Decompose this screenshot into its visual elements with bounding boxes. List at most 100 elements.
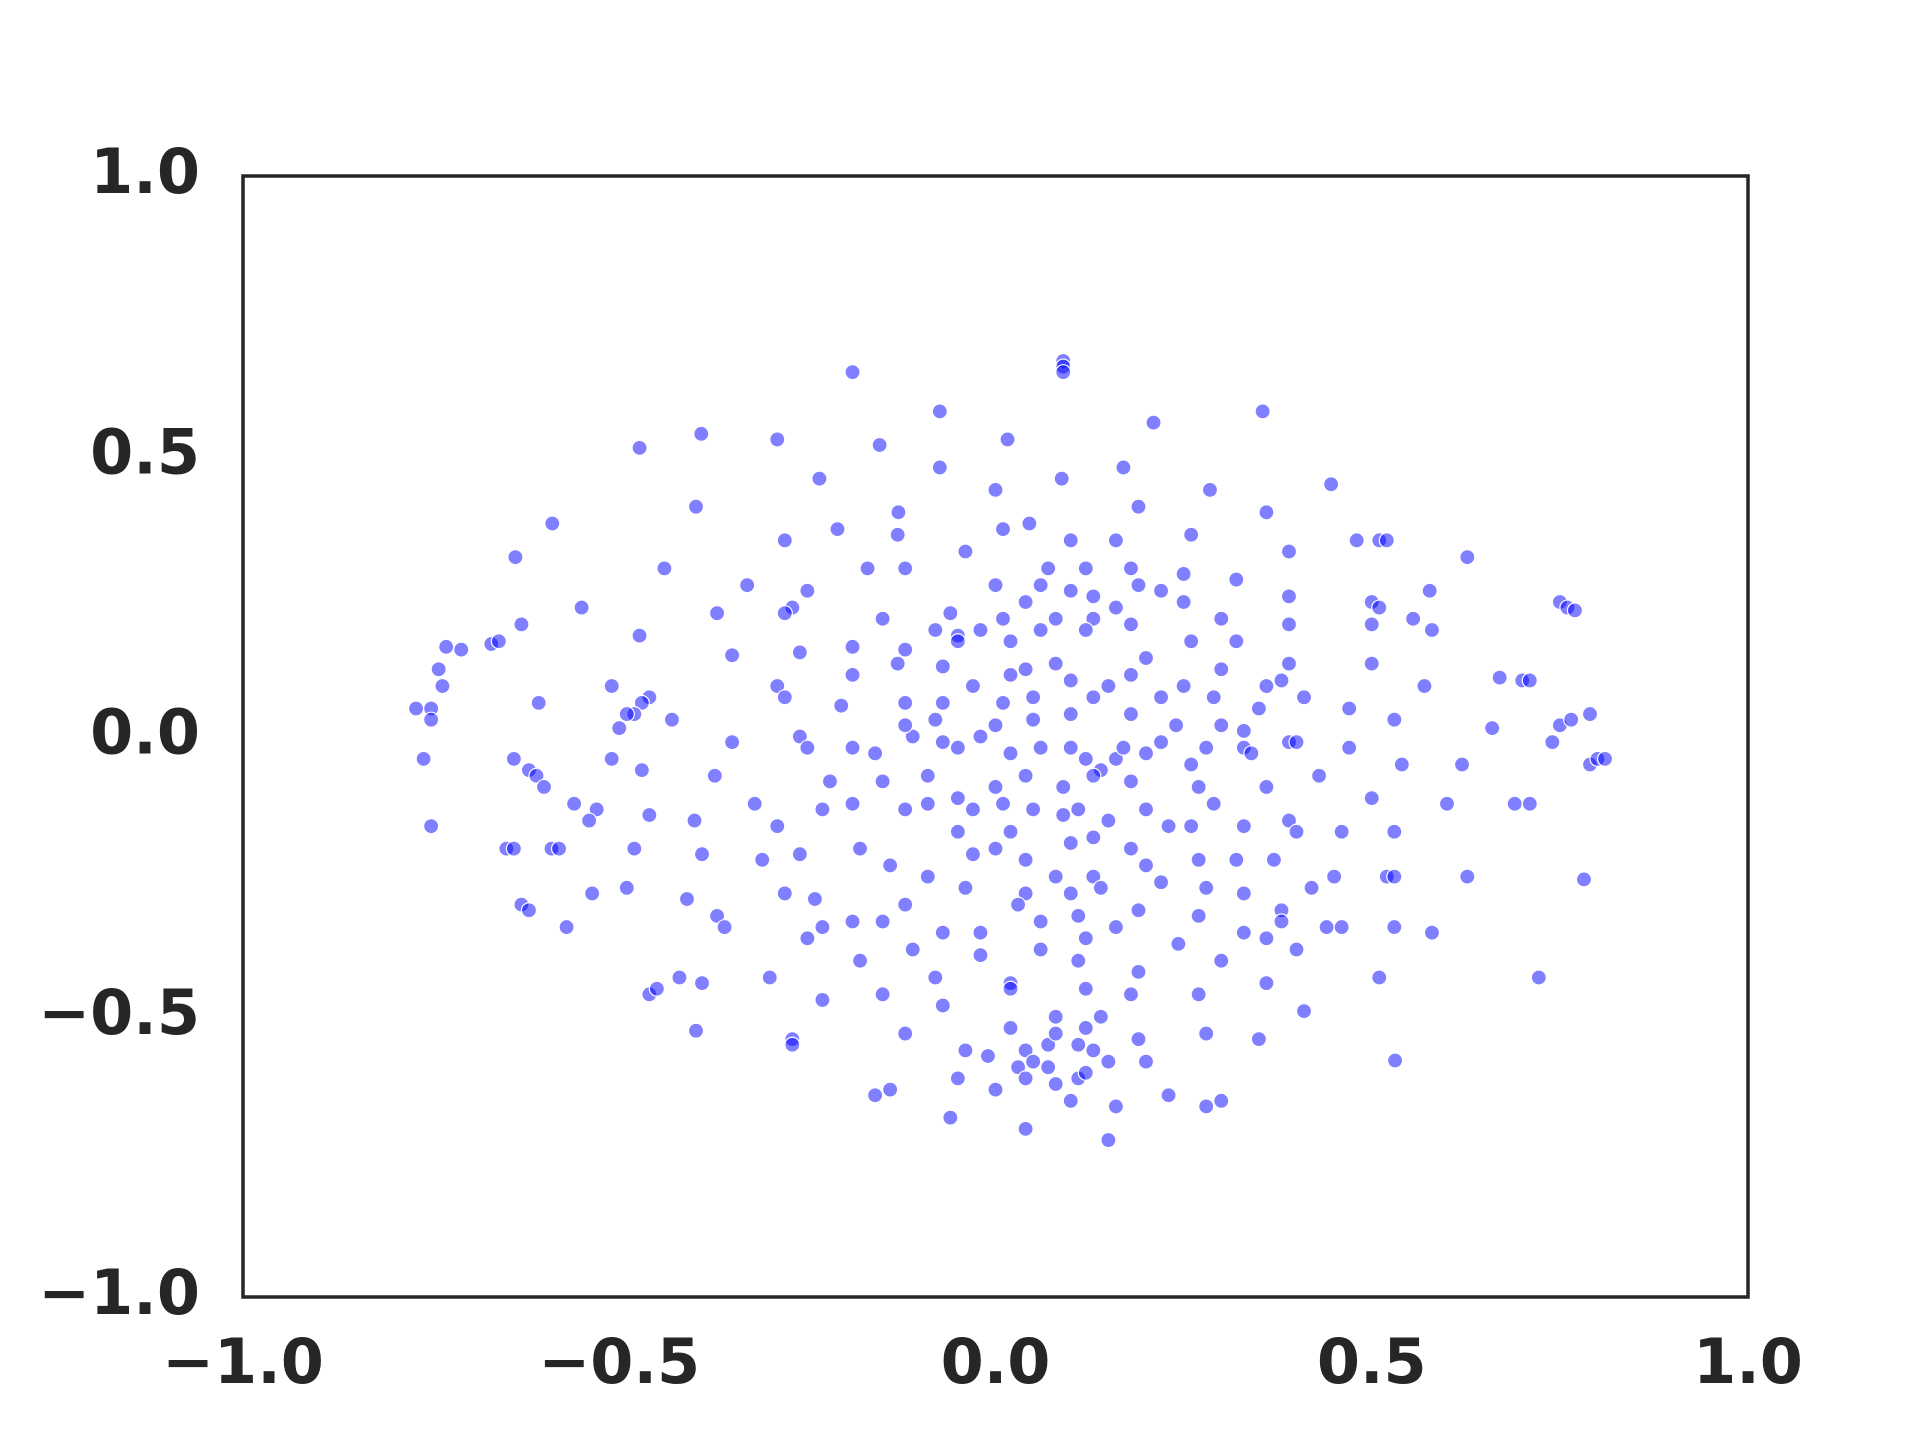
point [1421,582,1438,599]
point [1228,633,1245,650]
point [1213,952,1230,969]
point [633,694,650,711]
point [987,1081,1004,1098]
point [1521,672,1538,689]
point [520,902,538,919]
point [1333,918,1350,936]
point [1213,661,1230,678]
point [1190,851,1207,868]
point [987,778,1004,796]
y-tick-label: 0.5 [90,415,200,488]
point [430,661,447,678]
point [1055,364,1072,381]
x-tick-label: 1.0 [1693,1325,1803,1398]
point [1017,885,1034,902]
point [1085,868,1102,885]
point [1115,459,1132,476]
point [656,560,673,577]
point [1183,818,1200,835]
y-tick-label: −1.0 [38,1256,200,1329]
point [957,543,974,560]
point [1280,655,1298,672]
point [1288,823,1305,840]
point [1062,582,1079,599]
point [1077,930,1094,947]
point [1062,834,1079,852]
point [1122,773,1140,790]
point [663,711,681,728]
point [631,439,648,456]
point [1198,1025,1215,1042]
point [1213,610,1230,627]
point [686,812,703,829]
point [1386,823,1403,840]
point [1544,734,1561,751]
point [1190,778,1207,796]
point [1183,633,1200,650]
point [1070,1036,1087,1053]
point [1459,549,1476,566]
point [1130,902,1147,919]
point [581,812,598,829]
point [949,790,966,807]
point [972,924,989,941]
point [1310,767,1328,784]
point [791,644,808,661]
point [979,1047,997,1065]
point [1047,610,1064,627]
point [1107,532,1125,549]
point [1070,907,1087,924]
point [1107,750,1125,768]
point [631,627,648,644]
point [1137,649,1155,667]
point [874,610,891,627]
point [1055,778,1072,796]
point [1596,750,1614,768]
point [1250,1031,1267,1048]
point [1107,599,1125,616]
point [618,705,635,723]
point [1017,661,1034,678]
point [814,918,831,936]
point [1273,913,1290,930]
point [678,890,696,908]
point [1122,616,1140,633]
point [1002,823,1019,840]
point [505,840,523,857]
point [964,846,982,863]
point [528,767,545,784]
point [1484,719,1501,737]
point [1581,705,1599,723]
plot-area [243,176,1748,1297]
point [1183,756,1200,773]
point [1002,745,1019,762]
point [1167,717,1185,734]
point [1085,610,1102,627]
point [897,896,914,913]
point [1258,778,1275,796]
point [1280,543,1298,560]
point [769,431,786,448]
point [949,739,966,756]
point [1183,526,1200,543]
y-tick-label: −0.5 [38,976,200,1049]
point [1122,560,1140,577]
point [1341,700,1358,717]
point [1566,602,1584,619]
point [1017,1120,1034,1137]
point [671,969,688,986]
point [1205,795,1222,812]
point [874,913,891,930]
point [1122,840,1140,857]
point [1190,986,1207,1003]
point [844,666,861,683]
point [919,795,936,812]
point [1198,879,1215,896]
point [882,857,899,874]
point [1201,481,1219,498]
point [784,1036,801,1053]
point [1175,593,1192,611]
point [1145,414,1162,431]
point [1280,588,1298,605]
